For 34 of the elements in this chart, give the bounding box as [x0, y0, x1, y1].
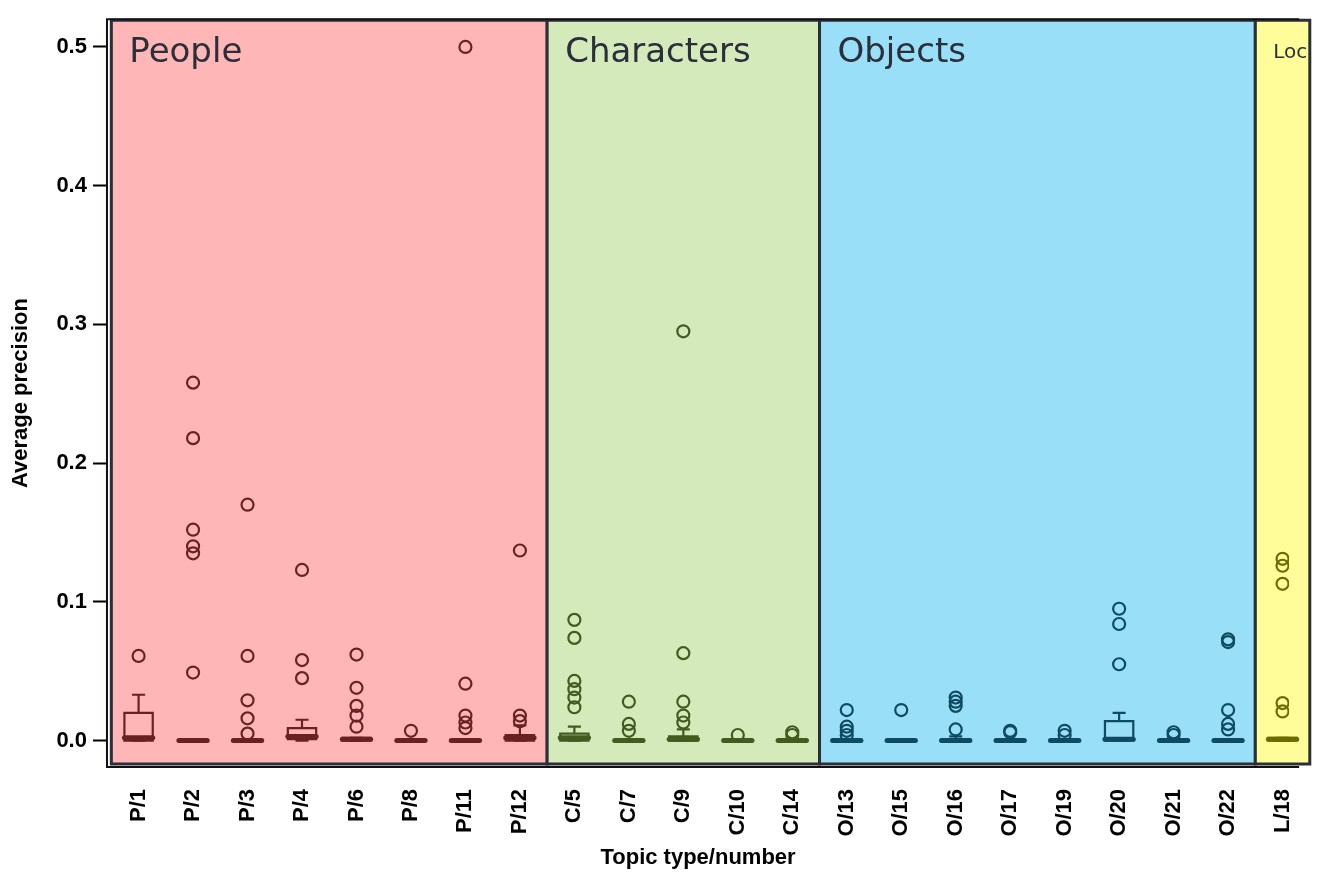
x-tick-label: P/2 — [179, 788, 205, 822]
x-tick-label: O/22 — [1214, 788, 1240, 837]
x-tick-label: O/17 — [996, 788, 1022, 837]
x-tick-label: O/19 — [1050, 788, 1076, 837]
y-axis-title: Average precision — [7, 298, 33, 489]
band-label: Objects — [837, 30, 966, 71]
x-tick-label: P/8 — [397, 788, 423, 822]
x-tick-label: P/4 — [288, 788, 314, 822]
x-tick-label: C/9 — [669, 788, 695, 824]
x-tick-label: O/21 — [1159, 788, 1185, 837]
x-tick-label: P/1 — [124, 788, 150, 822]
x-tick-label: P/6 — [342, 788, 368, 822]
x-tick-label: C/10 — [723, 788, 749, 836]
x-tick-label: P/3 — [233, 788, 259, 822]
y-tick-label: 0.1 — [56, 587, 87, 613]
x-tick-label: P/12 — [505, 788, 531, 835]
band-label: People — [129, 30, 243, 71]
y-tick-label: 0.3 — [56, 310, 87, 336]
y-tick-label: 0.0 — [56, 726, 87, 752]
y-tick-label: 0.2 — [56, 449, 87, 475]
x-tick-label: O/15 — [887, 788, 913, 837]
x-tick-label: C/5 — [560, 788, 586, 824]
x-tick-label: L/18 — [1268, 788, 1294, 833]
x-tick-label: C/14 — [778, 788, 804, 836]
y-tick-label: 0.4 — [56, 171, 88, 197]
x-axis-title: Topic type/number — [600, 843, 797, 869]
band-label: Loc — [1273, 39, 1308, 64]
x-tick-label: P/11 — [451, 788, 477, 833]
x-tick-label: O/13 — [832, 788, 858, 837]
x-tick-label: C/7 — [614, 788, 640, 824]
x-tick-label: O/20 — [1105, 788, 1131, 837]
y-tick-label: 0.5 — [56, 33, 87, 59]
x-tick-label: O/16 — [941, 788, 967, 837]
band-label: Characters — [565, 30, 751, 71]
